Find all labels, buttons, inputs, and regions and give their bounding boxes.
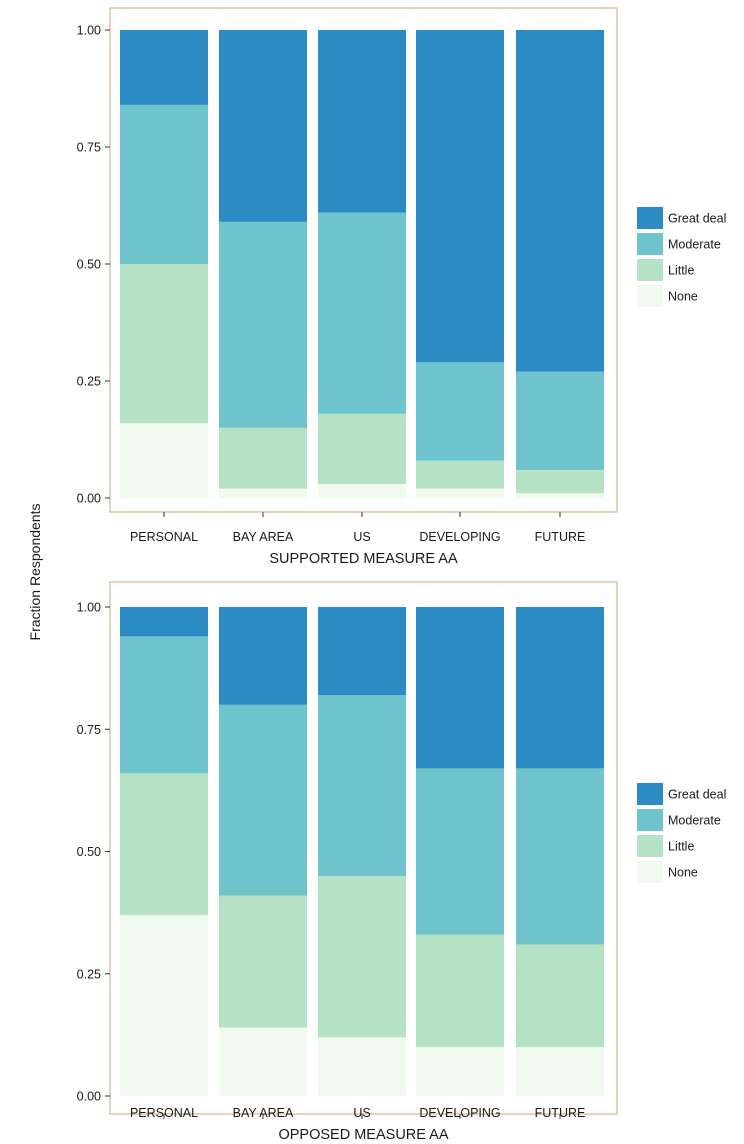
bar-us-little <box>318 875 406 1038</box>
chart-opposed-measure-aa: 0.00 0.25 0.50 0.75 1.00 PERSONAL BAY AREA US DE… <box>77 581 726 1143</box>
x-tick-label-future: FUTURE <box>535 530 586 544</box>
x-tick-label-developing: DEVELOPING <box>419 1106 500 1120</box>
bar-future-moderate <box>516 768 604 945</box>
legend-swatch-moderate <box>637 233 663 255</box>
legend-swatch-none <box>637 861 663 883</box>
legend-swatch-moderate <box>637 809 663 831</box>
bar-bay-area-little <box>219 895 307 1028</box>
legend-label-great-deal: Great deal <box>668 212 726 226</box>
bar-us-great-deal <box>318 30 406 213</box>
bar-developing-great-deal <box>416 607 504 769</box>
x-tick-label-us: US <box>353 530 370 544</box>
bar-developing-little <box>416 934 504 1048</box>
x-tick-label-us: US <box>353 1106 370 1120</box>
bar-bay-area-great-deal <box>219 30 307 222</box>
bar-future-great-deal <box>516 30 604 372</box>
x-tick-label-developing: DEVELOPING <box>419 530 500 544</box>
legend-label-moderate: Moderate <box>668 238 721 252</box>
bar-us-none <box>318 1037 406 1096</box>
legend: Great deal Moderate Little None <box>637 783 726 883</box>
bar-us-moderate <box>318 212 406 414</box>
bar-bay-area-none <box>219 488 307 498</box>
y-tick-label: 0.00 <box>77 1090 101 1104</box>
bar-personal-little <box>120 773 208 916</box>
bar-future-little <box>516 469 604 494</box>
legend-label-none: None <box>668 290 698 304</box>
legend-swatch-great-deal <box>637 783 663 805</box>
y-tick-label: 1.00 <box>77 24 101 38</box>
bar-future-little <box>516 944 604 1048</box>
bar-developing-moderate <box>416 362 504 461</box>
legend-label-little: Little <box>668 264 694 278</box>
legend-label-little: Little <box>668 840 694 854</box>
bar-future-moderate <box>516 371 604 470</box>
y-tick-label: 0.50 <box>77 845 101 859</box>
bar-personal-great-deal <box>120 607 208 637</box>
bar-bay-area-great-deal <box>219 607 307 705</box>
legend-swatch-little <box>637 835 663 857</box>
y-axis-label: Fraction Respondents <box>27 504 43 641</box>
legend-label-great-deal: Great deal <box>668 788 726 802</box>
bar-developing-great-deal <box>416 30 504 363</box>
y-tick-label: 0.25 <box>77 967 101 981</box>
bar-developing-none <box>416 488 504 498</box>
legend-swatch-little <box>637 259 663 281</box>
bar-bay-area-moderate <box>219 221 307 428</box>
bar-personal-little <box>120 264 208 424</box>
x-tick-label-personal: PERSONAL <box>130 1106 198 1120</box>
legend-label-none: None <box>668 866 698 880</box>
y-tick-label: 0.75 <box>77 723 101 737</box>
bar-personal-moderate <box>120 636 208 774</box>
bar-future-none <box>516 1047 604 1096</box>
y-tick-label: 0.50 <box>77 258 101 272</box>
bar-us-little <box>318 413 406 484</box>
bar-developing-little <box>416 460 504 489</box>
chart-supported-measure-aa: 0.00 0.25 0.50 0.75 1.00 PERSONAL BAY AREA US DE… <box>77 7 726 567</box>
bar-bay-area-none <box>219 1027 307 1096</box>
bar-personal-moderate <box>120 104 208 264</box>
y-tick-label: 1.00 <box>77 601 101 615</box>
bar-bay-area-moderate <box>219 704 307 896</box>
y-tick-label: 0.25 <box>77 375 101 389</box>
bar-us-moderate <box>318 695 406 876</box>
x-axis-title: SUPPORTED MEASURE AA <box>269 551 458 567</box>
bar-personal-none <box>120 915 208 1096</box>
legend-swatch-none <box>637 285 663 307</box>
bar-developing-moderate <box>416 768 504 935</box>
bar-bay-area-little <box>219 427 307 489</box>
legend-label-moderate: Moderate <box>668 814 721 828</box>
bar-personal-none <box>120 423 208 498</box>
bar-future-none <box>516 493 604 498</box>
bar-us-none <box>318 483 406 498</box>
y-tick-label: 0.00 <box>77 492 101 506</box>
legend: Great deal Moderate Little None <box>637 207 726 307</box>
bar-personal-great-deal <box>120 30 208 105</box>
legend-swatch-great-deal <box>637 207 663 229</box>
bar-future-great-deal <box>516 607 604 769</box>
x-tick-label-future: FUTURE <box>535 1106 586 1120</box>
bar-us-great-deal <box>318 607 406 696</box>
x-tick-label-personal: PERSONAL <box>130 530 198 544</box>
x-tick-label-bay-area: BAY AREA <box>233 530 294 544</box>
x-axis-title: OPPOSED MEASURE AA <box>278 1127 448 1143</box>
bar-developing-none <box>416 1047 504 1096</box>
y-tick-label: 0.75 <box>77 141 101 155</box>
x-tick-label-bay-area: BAY AREA <box>233 1106 294 1120</box>
